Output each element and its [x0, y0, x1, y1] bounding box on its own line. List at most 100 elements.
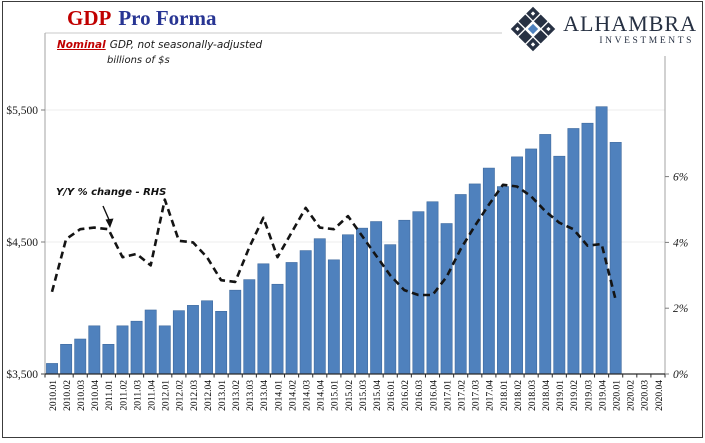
- x-axis-label: 2020.01: [612, 380, 622, 411]
- x-axis-label: 2012.04: [204, 380, 214, 411]
- x-axis-label: 2011.01: [105, 380, 115, 411]
- gdp-bar: [60, 343, 73, 375]
- x-axis-label: 2016.04: [429, 380, 439, 411]
- x-axis-label: 2014.01: [274, 380, 284, 411]
- annotation-arrow-head: [105, 218, 114, 228]
- gdp-bar: [130, 320, 143, 375]
- chart-subtitle-units: billions of $s: [107, 55, 170, 66]
- y-right-label: 0%: [673, 369, 688, 381]
- gdp-bar: [102, 343, 115, 375]
- gdp-bar: [511, 156, 523, 375]
- x-axis-label: 2014.03: [302, 380, 312, 411]
- gdp-bar: [327, 259, 340, 375]
- x-axis-label: 2013.02: [232, 380, 242, 411]
- x-axis-label: 2015.01: [331, 380, 341, 411]
- gdp-bar: [539, 134, 552, 375]
- gdp-bar: [187, 305, 199, 375]
- logo-name: ALHAMBRA: [563, 11, 697, 37]
- y-right-label: 4%: [673, 237, 688, 249]
- x-axis-label: 2011.02: [119, 380, 129, 411]
- yoy-dashed-line: [50, 183, 617, 301]
- x-axis-label: 2019.03: [584, 380, 594, 411]
- gdp-bar: [243, 279, 256, 375]
- x-axis-label: 2020.04: [655, 380, 665, 411]
- gdp-bar: [257, 263, 270, 375]
- x-axis-label: 2019.04: [598, 380, 608, 411]
- gdp-bar: [581, 122, 594, 375]
- gdp-bar: [172, 310, 185, 375]
- gdp-bar: [271, 283, 284, 375]
- x-axis-label: 2017.04: [486, 380, 496, 411]
- gdp-bar: [497, 186, 509, 375]
- title-rest: Pro Forma: [118, 6, 217, 30]
- x-axis-label: 2015.02: [345, 380, 355, 411]
- page-title: GDP Pro Forma: [67, 6, 217, 31]
- x-axis-label: 2018.04: [542, 380, 552, 411]
- y-left-label: $4,500: [6, 236, 38, 249]
- gdp-bar: [370, 221, 383, 375]
- x-axis-label: 2011.03: [133, 380, 143, 411]
- x-axis-label: 2017.02: [457, 380, 467, 411]
- x-axis-label: 2014.04: [317, 380, 327, 411]
- x-axis-label: 2010.01: [49, 380, 59, 411]
- gdp-bar: [553, 155, 566, 375]
- x-axis-label: 2012.03: [190, 380, 200, 411]
- gdp-bar: [144, 309, 157, 375]
- gdp-bar: [215, 310, 228, 375]
- x-axis-label: 2013.04: [260, 380, 270, 411]
- y-right-label: 6%: [673, 172, 688, 184]
- x-axis-label: 2016.03: [415, 380, 425, 411]
- x-axis-label: 2015.03: [359, 380, 369, 411]
- x-axis-label: 2010.03: [77, 380, 87, 411]
- x-axis-label: 2018.02: [514, 380, 524, 411]
- gdp-bar: [609, 142, 622, 375]
- x-axis-label: 2016.02: [401, 380, 411, 411]
- x-axis-label: 2019.02: [570, 380, 580, 411]
- logo-subtitle: INVESTMENTS: [599, 35, 694, 46]
- x-axis-label: 2014.02: [288, 380, 298, 411]
- y-left-label: $5,500: [6, 104, 38, 117]
- gdp-bar: [116, 325, 129, 375]
- title-accent: GDP: [67, 6, 112, 30]
- alhambra-logo: ALHAMBRA INVESTMENTS: [502, 4, 699, 56]
- x-axis-label: 2018.01: [500, 380, 510, 411]
- x-axis-label: 2017.01: [443, 380, 453, 411]
- x-axis-label: 2013.03: [246, 380, 256, 411]
- gdp-bar: [468, 183, 481, 375]
- x-axis-label: 2018.03: [528, 380, 538, 411]
- gdp-bar: [398, 219, 411, 375]
- x-axis-label: 2017.03: [472, 380, 482, 411]
- subtitle-rest: GDP, not seasonally-adjusted: [109, 39, 263, 51]
- gdp-bar: [567, 128, 580, 375]
- subtitle-accent: Nominal: [57, 39, 106, 51]
- x-axis-label: 2015.04: [373, 380, 383, 411]
- x-axis-label: 2013.01: [218, 380, 228, 411]
- x-axis-label: 2019.01: [556, 380, 566, 411]
- gdp-bar: [229, 289, 242, 375]
- gdp-bar: [356, 227, 368, 375]
- gdp-bar: [384, 244, 397, 375]
- x-axis-label: 2012.01: [162, 380, 172, 411]
- gdp-bar: [158, 325, 171, 375]
- series-annotation-label: Y/Y % change - RHS: [56, 187, 167, 198]
- gdp-bar: [201, 300, 213, 375]
- gdp-bar: [595, 106, 608, 375]
- gdp-bar: [454, 194, 467, 375]
- x-axis-label: 2011.04: [147, 380, 157, 411]
- x-axis-label: 2010.02: [63, 380, 73, 411]
- gdp-bar: [525, 148, 538, 375]
- alhambra-diamond-icon: [510, 6, 556, 52]
- y-left-label: $3,500: [6, 368, 38, 381]
- gdp-bar: [440, 223, 453, 375]
- gdp-bar: [46, 363, 58, 375]
- x-axis-label: 2010.04: [91, 380, 101, 411]
- gdp-bar: [74, 338, 87, 375]
- gdp-bar: [88, 325, 101, 375]
- x-axis-label: 2020.03: [641, 380, 651, 411]
- x-axis-label: 2016.01: [387, 380, 397, 411]
- x-axis-label: 2020.02: [627, 380, 637, 411]
- x-axis-label: 2012.02: [176, 380, 186, 411]
- gdp-bar: [299, 250, 312, 375]
- chart-subtitle: Nominal GDP, not seasonally-adjusted: [57, 39, 262, 51]
